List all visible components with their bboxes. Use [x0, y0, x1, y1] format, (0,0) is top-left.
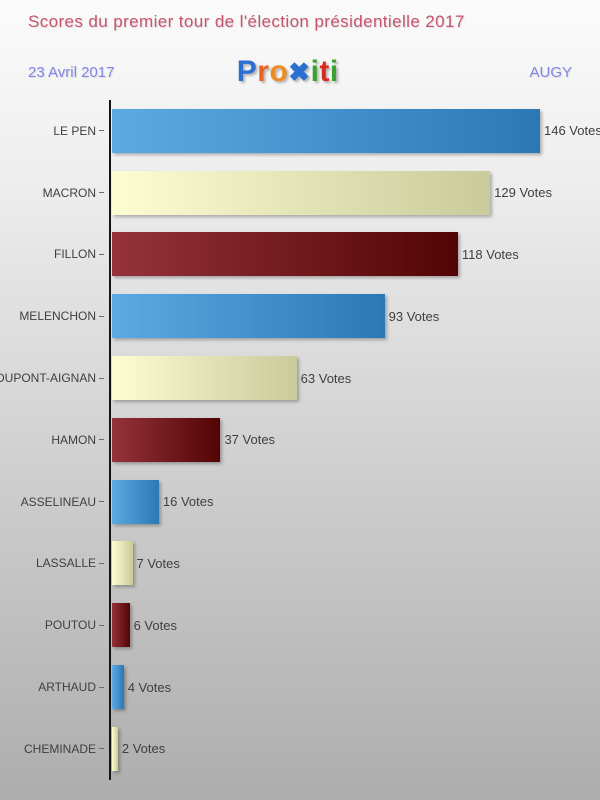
bar-cell: 4 Votes [104, 665, 600, 710]
bar [112, 726, 118, 771]
logo-letter: i [310, 55, 320, 88]
tick-mark [99, 562, 104, 564]
location-label: AUGY [529, 63, 572, 81]
proxiti-logo[interactable]: Pro✖iti [237, 57, 339, 87]
tick-mark [99, 130, 104, 132]
bar [112, 665, 124, 710]
tick-mark [99, 624, 104, 626]
logo-letter: i [329, 55, 339, 88]
bar-label: LE PEN [53, 123, 96, 138]
bar-label: CHEMINADE [23, 741, 96, 756]
label-cell: CHEMINADE [0, 742, 104, 756]
bar-value-label: 93 Votes [388, 308, 440, 324]
bar-row: FILLON 118 Votes [0, 224, 600, 286]
tick-mark [99, 192, 104, 194]
label-cell: MACRON [0, 186, 104, 200]
bar [112, 108, 540, 153]
date-label: 23 Avril 2017 [28, 63, 115, 81]
bar-label: POUTOU [44, 618, 96, 633]
label-cell: POUTOU [0, 618, 104, 632]
logo-letter: r [257, 55, 270, 88]
bar-value-label: 63 Votes [300, 370, 352, 386]
logo-letter: t [319, 55, 330, 88]
bar-label: MACRON [42, 185, 96, 200]
tick-mark [99, 748, 104, 750]
label-cell: LE PEN [0, 124, 104, 138]
bar-row: POUTOU 6 Votes [0, 594, 600, 656]
page-title: Scores du premier tour de l'élection pré… [28, 12, 465, 31]
bar-cell: 16 Votes [104, 479, 600, 524]
bar [112, 479, 159, 524]
bar-cell: 63 Votes [104, 356, 600, 401]
tick-mark [99, 686, 104, 688]
bar-cell: 6 Votes [104, 603, 600, 648]
tick-mark [99, 315, 104, 317]
label-cell: MELENCHON [0, 309, 104, 323]
bar [112, 417, 221, 462]
logo-letter: P [236, 55, 258, 88]
bar-label: ARTHAUD [38, 680, 96, 695]
bar-row: MELENCHON 93 Votes [0, 285, 600, 347]
bar-label: ASSELINEAU [20, 494, 96, 509]
logo-letter: o [269, 55, 289, 88]
bar-chart: LE PEN 146 Votes MACRON 129 Votes FILLON 118 … [0, 100, 600, 782]
bar-value-label: 6 Votes [133, 617, 177, 633]
label-cell: ARTHAUD [0, 680, 104, 694]
label-cell: HAMON [0, 433, 104, 447]
label-cell: LASSALLE [0, 556, 104, 570]
bar-label: HAMON [51, 432, 96, 447]
bar-value-label: 146 Votes [544, 123, 600, 139]
bar-cell: 146 Votes [104, 108, 600, 153]
bar-row: CHEMINADE 2 Votes [0, 718, 600, 780]
label-cell: FILLON [0, 247, 104, 261]
bar-row: MACRON 129 Votes [0, 162, 600, 224]
bar-row: LASSALLE 7 Votes [0, 533, 600, 595]
bar-cell: 129 Votes [104, 170, 600, 215]
bar-cell: 7 Votes [104, 541, 600, 586]
tick-mark [99, 439, 104, 441]
bar-label: FILLON [53, 247, 96, 262]
tick-mark [99, 501, 104, 503]
bar [112, 294, 385, 339]
bar-label: LASSALLE [35, 556, 96, 571]
bar-value-label: 7 Votes [136, 555, 180, 571]
bar-value-label: 2 Votes [121, 741, 166, 757]
tick-mark [99, 377, 104, 379]
bar-row: HAMON 37 Votes [0, 409, 600, 471]
bar-row: DUPONT-AIGNAN 63 Votes [0, 347, 600, 409]
bar-cell: 93 Votes [104, 294, 600, 339]
bar-value-label: 37 Votes [224, 432, 276, 448]
bar-label: MELENCHON [19, 309, 96, 324]
bar [112, 541, 133, 586]
bar-value-label: 118 Votes [461, 246, 519, 262]
y-axis-line [109, 100, 111, 780]
label-cell: DUPONT-AIGNAN [0, 371, 104, 385]
bar-row: ARTHAUD 4 Votes [0, 656, 600, 718]
tick-mark [99, 253, 104, 255]
subheader: 23 Avril 2017 Pro✖iti AUGY [0, 52, 600, 92]
bar-value-label: 129 Votes [494, 185, 552, 201]
bar-label: DUPONT-AIGNAN [0, 371, 96, 386]
bar [112, 356, 297, 401]
bar-value-label: 16 Votes [162, 494, 214, 510]
bar-cell: 37 Votes [104, 417, 600, 462]
logo-letter: ✖ [288, 57, 311, 87]
bar [112, 603, 130, 648]
label-cell: ASSELINEAU [0, 495, 104, 509]
bar-cell: 118 Votes [104, 232, 600, 277]
bar-row: ASSELINEAU 16 Votes [0, 471, 600, 533]
bar [112, 232, 458, 277]
bar-cell: 2 Votes [104, 726, 600, 771]
bar [112, 170, 491, 215]
bar-value-label: 4 Votes [127, 679, 172, 695]
bar-row: LE PEN 146 Votes [0, 100, 600, 162]
